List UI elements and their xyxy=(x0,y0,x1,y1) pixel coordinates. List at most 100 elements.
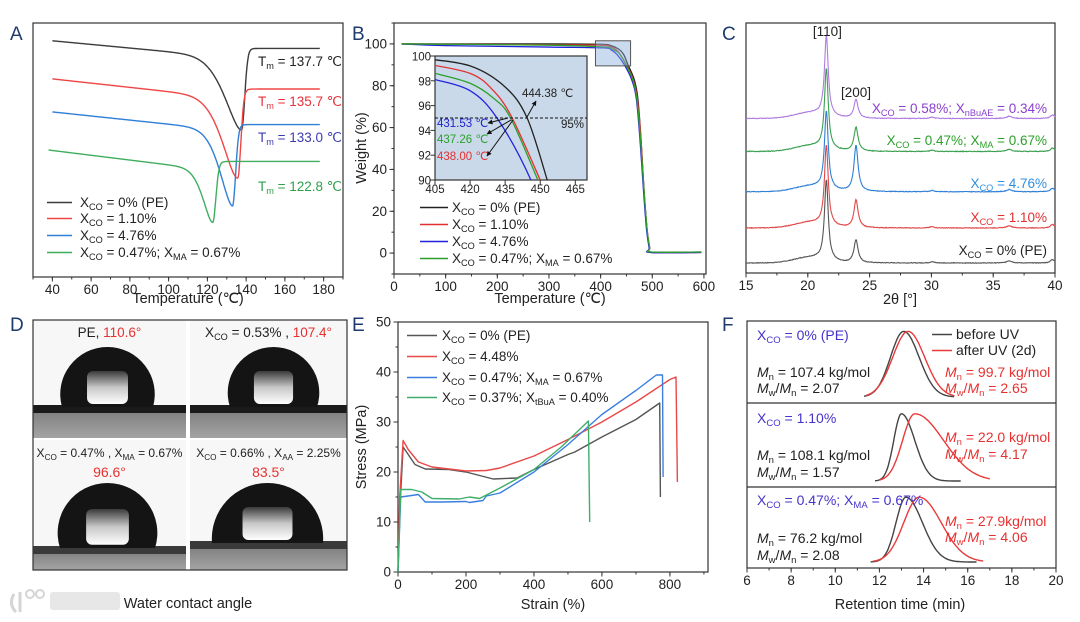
inset-chart: 405 420 435 450 465 90 92 94 96 98 100 95% 444.38 ℃ 4… xyxy=(412,52,588,196)
series-label: XCO = 0.47%; XMA = 0.67% xyxy=(887,133,1047,150)
inset-curve-series-1 xyxy=(435,64,541,180)
inset-curve-series-0 xyxy=(435,59,548,180)
panel-d-contact-angle-images: PE, 110.6° XCO = 0.53% , 107.4° XCO = 0.47… xyxy=(9,319,348,614)
legend-entry-label: XCO = 0.47%; XMA = 0.67% xyxy=(442,370,602,387)
pdi-after: Mw/Mn = 4.17 xyxy=(945,446,1028,465)
x-tick-label: 8 xyxy=(787,573,795,588)
x-tick-label: 100 xyxy=(434,279,457,294)
annotation-arrow xyxy=(487,117,509,125)
y-tick-label: 0 xyxy=(383,565,391,580)
x-tick-label: 6 xyxy=(743,573,751,588)
gpc-trace-before xyxy=(874,413,961,482)
x-tick-label: 20 xyxy=(800,278,815,293)
xrd-pattern-series-0 xyxy=(746,179,1056,265)
legend-entry-label: XCO = 1.10% xyxy=(452,217,528,234)
legend-entry-label: XCO = 0.37%; XtBuA = 0.40% xyxy=(442,390,609,407)
x-tick-label: 12 xyxy=(872,573,887,588)
legend-entry-label: XCO = 4.48% xyxy=(442,349,518,366)
stress-strain-curve-series-0 xyxy=(397,402,662,573)
x-tick-label: 0 xyxy=(390,279,398,294)
sample-label: PE, 110.6° xyxy=(78,325,142,340)
panel-c-xrd-chart: 15 20 25 30 35 40 XCO = 0% (PE) XCO = 1.10% XCO … xyxy=(738,22,1063,308)
y-tick-label: 50 xyxy=(376,315,391,330)
x-tick-label: 20 xyxy=(1048,573,1063,588)
x-axis-label: Strain (%) xyxy=(521,597,585,613)
substrate-edge xyxy=(190,405,347,413)
x-tick-label: 400 xyxy=(523,577,546,592)
legend-entry-label: XCO = 4.76% xyxy=(80,228,156,245)
xrd-pattern-series-4 xyxy=(745,34,1056,120)
x-tick-label: 420 xyxy=(460,184,479,196)
image-frame xyxy=(32,319,348,571)
droplet-highlight xyxy=(87,371,128,404)
pdi-before: Mw/Mn = 2.07 xyxy=(757,380,840,399)
pdi-after: Mw/Mn = 4.06 xyxy=(945,529,1028,548)
y-tick-label: 100 xyxy=(364,36,387,51)
x-tick-label: 15 xyxy=(738,278,753,293)
sample-title: XCO = 0% (PE) xyxy=(757,327,849,346)
mn-before: Mn = 107.4 kg/mol xyxy=(757,364,870,383)
annotation-arrow xyxy=(486,119,512,135)
tga-curve-series-3 xyxy=(401,43,702,253)
xrd-pattern-series-2 xyxy=(745,110,1056,193)
y-tick-label: 40 xyxy=(376,365,391,380)
sample-title: XCO = 1.10% xyxy=(757,410,836,429)
droplet-highlight xyxy=(86,509,129,545)
legend-entry-label: XCO = 4.76% xyxy=(452,234,528,251)
x-tick-label: 300 xyxy=(538,279,561,294)
y-tick-label: 96 xyxy=(418,101,431,113)
gpc-trace-after xyxy=(872,496,984,562)
gpc-trace-before xyxy=(870,496,977,563)
onset-temp-label: 444.38 ℃ xyxy=(522,88,573,100)
x-tick-label: 200 xyxy=(486,279,509,294)
annotation-arrow xyxy=(526,100,537,118)
droplet-image: XCO = 0.53% , 107.4° xyxy=(190,320,347,438)
panel-letter-e: E xyxy=(352,315,365,336)
panel-a-dsc-chart: 40 60 80 100 120 140 160 180 Tm = 137.7 ℃ XCO = 0… xyxy=(32,22,344,307)
substrate-edge xyxy=(190,541,347,549)
legend-entry-label: XCO = 0.47%; XMA = 0.67% xyxy=(452,251,612,268)
watermark-text-block xyxy=(50,592,120,610)
dsc-curve-series-1 xyxy=(52,78,320,179)
panel-letter-a: A xyxy=(10,24,23,45)
y-axis-label: Weight (%) xyxy=(354,112,370,183)
sample-label: XCO = 0.53% , 107.4° xyxy=(205,325,332,342)
y-tick-label: 40 xyxy=(372,162,387,177)
x-tick-label: 600 xyxy=(591,577,614,592)
substrate-edge xyxy=(33,546,186,554)
series-label: XCO = 0.58%; XnBuAE = 0.34% xyxy=(872,101,1047,118)
x-tick-label: 600 xyxy=(693,279,716,294)
y-tick-label: 10 xyxy=(376,515,391,530)
x-tick-label: 80 xyxy=(122,282,137,297)
y-tick-label: 60 xyxy=(372,120,387,135)
mn-after: Mn = 27.9kg/mol xyxy=(945,513,1046,532)
y-tick-label: 100 xyxy=(412,52,431,64)
xrd-pattern-series-1 xyxy=(745,145,1056,230)
legend-entry-label: XCO = 0% (PE) xyxy=(442,328,530,345)
pdi-before: Mw/Mn = 1.57 xyxy=(757,464,840,483)
mn-before: Mn = 76.2 kg/mol xyxy=(757,530,862,549)
x-tick-label: 25 xyxy=(862,278,877,293)
x-tick-label: 200 xyxy=(455,577,478,592)
pdi-before: Mw/Mn = 2.08 xyxy=(757,547,840,566)
x-tick-label: 160 xyxy=(274,282,297,297)
melting-temp-label: Tm = 133.0 ℃ xyxy=(258,130,342,147)
y-tick-label: 90 xyxy=(418,176,431,188)
gpc-subpanel: XCO = 0.47%; XMA = 0.67% Mn = 76.2 kg/mol… xyxy=(757,492,1046,566)
panel-letter-c: C xyxy=(722,24,736,45)
panel-f-gpc-chart: 6 8 10 12 14 16 18 20 XCO = 0% (PE) Mn = 107.4 kg… xyxy=(743,320,1064,613)
melting-temp-label: Tm = 137.7 ℃ xyxy=(258,54,342,71)
droplet-image: PE, 110.6° xyxy=(33,320,186,438)
gpc-trace-after xyxy=(865,330,955,397)
legend-entry-label: XCO = 0% (PE) xyxy=(80,195,168,212)
onset-temp-label: 431.53 ℃ xyxy=(437,118,488,130)
x-tick-label: 14 xyxy=(916,573,932,588)
x-tick-label: 16 xyxy=(960,573,975,588)
y-tick-label: 20 xyxy=(372,204,387,219)
onset-temp-label: 437.26 ℃ xyxy=(437,134,488,146)
y-tick-label: 20 xyxy=(376,465,391,480)
x-tick-label: 120 xyxy=(196,282,219,297)
droplet-image: XCO = 0.47% , XMA = 0.67% 96.6° xyxy=(33,440,186,570)
